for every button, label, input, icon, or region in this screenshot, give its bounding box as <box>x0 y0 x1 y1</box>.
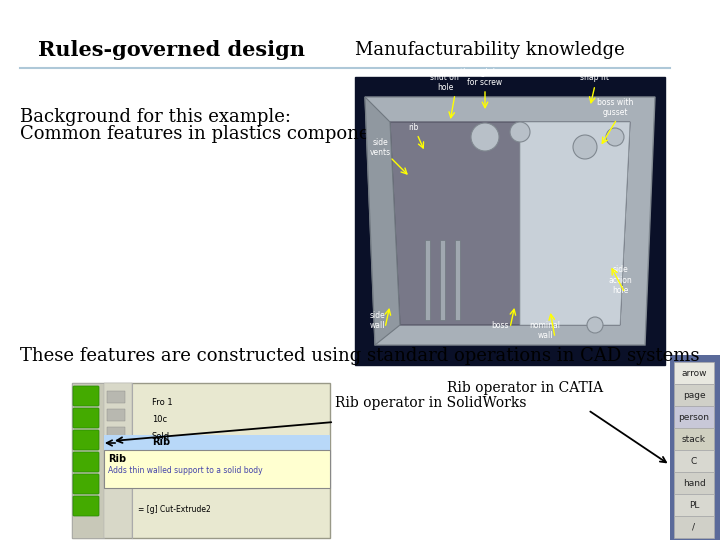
Text: PL: PL <box>689 501 699 510</box>
Text: shut off
hole: shut off hole <box>431 72 459 92</box>
Text: boss with
gusset: boss with gusset <box>597 98 633 117</box>
FancyBboxPatch shape <box>674 406 714 428</box>
Text: boss: boss <box>491 321 509 330</box>
Text: Rib: Rib <box>152 437 170 447</box>
Text: Rib: Rib <box>108 454 126 464</box>
Text: These features are constructed using standard operations in CAD systems: These features are constructed using sta… <box>20 347 700 365</box>
Text: page: page <box>683 390 706 400</box>
Bar <box>104 383 132 538</box>
FancyBboxPatch shape <box>674 516 714 538</box>
Text: hand: hand <box>683 478 706 488</box>
Text: 10c: 10c <box>152 415 167 424</box>
Bar <box>440 240 445 320</box>
Circle shape <box>606 128 624 146</box>
FancyBboxPatch shape <box>104 450 330 488</box>
Text: nominal
wall: nominal wall <box>529 321 560 340</box>
Text: side
wall: side wall <box>369 310 385 330</box>
Text: Rules-governed design: Rules-governed design <box>38 40 305 60</box>
Bar <box>670 355 720 540</box>
FancyBboxPatch shape <box>674 362 714 384</box>
Text: side
action
hole: side action hole <box>608 265 632 295</box>
Text: /: / <box>693 523 696 531</box>
Bar <box>425 240 430 320</box>
Circle shape <box>587 317 603 333</box>
Text: stack: stack <box>682 435 706 443</box>
Polygon shape <box>365 97 400 345</box>
Text: side
vents: side vents <box>369 138 390 157</box>
Polygon shape <box>520 122 630 325</box>
Text: Fro 1: Fro 1 <box>152 398 173 407</box>
Text: Rib operator in CATIA: Rib operator in CATIA <box>447 381 603 395</box>
Polygon shape <box>365 97 655 345</box>
Bar <box>355 77 665 365</box>
FancyBboxPatch shape <box>73 386 99 406</box>
Text: rib: rib <box>408 123 418 132</box>
FancyBboxPatch shape <box>674 384 714 406</box>
Text: Rib operator in SolidWorks: Rib operator in SolidWorks <box>335 396 526 410</box>
FancyBboxPatch shape <box>73 474 99 494</box>
Text: Manufacturability knowledge: Manufacturability knowledge <box>355 41 625 59</box>
Text: snap fit: snap fit <box>580 73 610 82</box>
Bar <box>107 409 125 421</box>
Text: person: person <box>678 413 709 422</box>
FancyBboxPatch shape <box>73 430 99 450</box>
Circle shape <box>471 123 499 151</box>
Circle shape <box>510 122 530 142</box>
Bar <box>104 435 330 451</box>
Text: Common features in plastics components: Common features in plastics components <box>20 125 397 143</box>
FancyBboxPatch shape <box>674 428 714 450</box>
FancyBboxPatch shape <box>674 494 714 516</box>
Bar <box>107 427 125 439</box>
Text: = [g] Cut-Extrude2: = [g] Cut-Extrude2 <box>138 505 211 514</box>
Text: Background for this example:: Background for this example: <box>20 108 291 126</box>
Bar <box>72 383 330 538</box>
Text: through boss
for screw: through boss for screw <box>460 68 510 87</box>
FancyBboxPatch shape <box>73 496 99 516</box>
FancyBboxPatch shape <box>73 452 99 472</box>
Bar <box>107 391 125 403</box>
FancyBboxPatch shape <box>73 408 99 428</box>
Text: Adds thin walled support to a solid body: Adds thin walled support to a solid body <box>108 466 263 475</box>
Text: C: C <box>691 456 697 465</box>
Text: Sold: Sold <box>152 432 170 441</box>
Bar <box>72 383 104 538</box>
Text: arrow: arrow <box>681 368 707 377</box>
Bar <box>455 240 460 320</box>
FancyBboxPatch shape <box>674 450 714 472</box>
Circle shape <box>573 135 597 159</box>
FancyBboxPatch shape <box>674 472 714 494</box>
Polygon shape <box>390 122 630 325</box>
